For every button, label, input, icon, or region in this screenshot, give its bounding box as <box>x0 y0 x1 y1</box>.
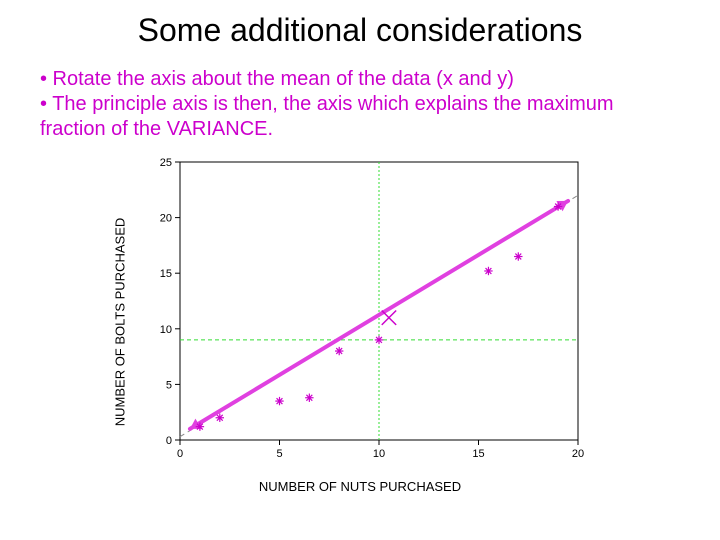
svg-text:15: 15 <box>472 448 484 460</box>
svg-text:10: 10 <box>160 324 172 336</box>
svg-text:5: 5 <box>166 379 172 391</box>
svg-text:20: 20 <box>572 448 584 460</box>
svg-text:20: 20 <box>160 213 172 225</box>
bullet-list: • Rotate the axis about the mean of the … <box>40 67 680 142</box>
x-axis-label: NUMBER OF NUTS PURCHASED <box>259 479 461 494</box>
chart-svg: 0 5 10 15 20 0 5 10 15 20 25 <box>130 152 590 472</box>
bullet-2: • The principle axis is then, the axis w… <box>40 92 680 142</box>
svg-text:25: 25 <box>160 157 172 169</box>
svg-text:0: 0 <box>177 448 183 460</box>
scatter-chart: NUMBER OF BOLTS PURCHASED 05101520051015… <box>130 152 590 492</box>
slide-title: Some additional considerations <box>0 0 720 49</box>
svg-text:15: 15 <box>160 268 172 280</box>
y-axis-label: NUMBER OF BOLTS PURCHASED <box>113 218 128 427</box>
svg-text:0: 0 <box>166 435 172 447</box>
svg-text:10: 10 <box>373 448 385 460</box>
svg-text:5: 5 <box>276 448 282 460</box>
bullet-1: • Rotate the axis about the mean of the … <box>40 67 680 92</box>
